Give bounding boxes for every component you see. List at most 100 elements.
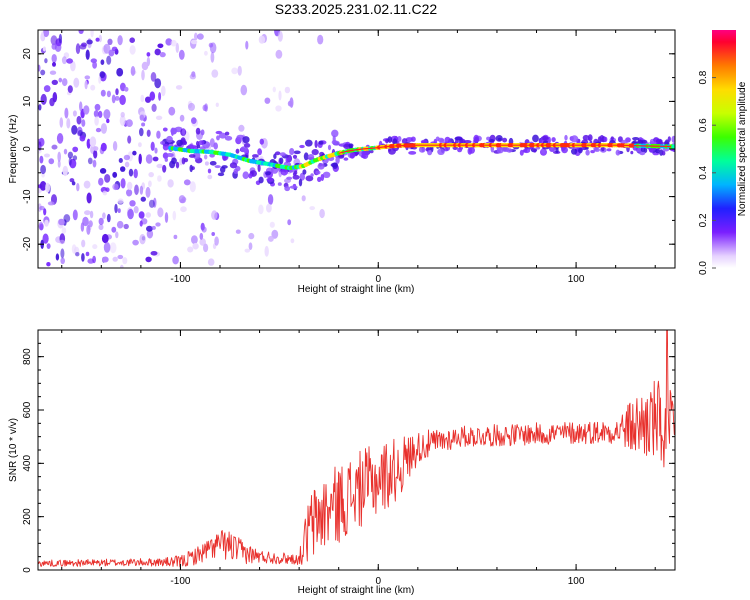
noise-blob [244,248,251,253]
noise-blob [126,189,133,197]
noise-blob [138,211,145,219]
ridge-halo-blob [420,139,428,144]
noise-blob [156,163,163,169]
noise-blob [103,109,111,120]
ridge-halo-blob [224,135,233,141]
noise-blob [48,158,55,165]
ridge-halo-blob [188,154,196,158]
noise-blob [61,227,67,234]
y-tick-label: 800 [22,348,33,365]
ridge-halo-blob [540,136,549,141]
noise-blob [109,242,117,254]
ridge-halo-blob [305,175,314,182]
noise-blob [258,204,264,215]
ridge-halo-blob [229,162,238,169]
noise-blob [191,71,196,78]
ridge-halo-blob [639,151,646,156]
noise-blob [98,76,102,84]
noise-blob [58,77,63,83]
noise-blob [66,118,71,129]
noise-blob [84,75,91,80]
noise-blob [204,103,209,112]
noise-blob [145,154,153,164]
ridge-halo-blob [315,170,321,175]
noise-blob [120,111,125,118]
ridge-halo-blob [533,149,537,153]
noise-blob [72,110,77,117]
ridge-halo-blob [235,148,240,154]
ridge-halo-blob [252,154,259,158]
noise-blob [237,65,242,76]
ridge-halo-blob [555,147,559,154]
noise-blob [98,224,104,231]
ridge-halo-blob [242,171,249,179]
noise-blob [271,229,279,239]
noise-blob [44,153,50,158]
ridge-halo-blob [214,165,221,169]
noise-blob [190,39,198,45]
ridge-halo-blob [606,148,612,152]
ridge-halo-blob [314,140,318,148]
noise-blob [99,71,106,79]
noise-blob [133,168,138,179]
noise-blob [146,52,151,57]
noise-blob [187,246,194,253]
ridge-halo-blob [299,172,305,181]
noise-blob [119,115,126,126]
ridge-halo-blob [435,136,440,142]
ridge-halo-blob [601,146,605,152]
ridge-halo-blob [164,157,168,162]
noise-blob [124,161,130,168]
noise-blob [165,38,173,46]
noise-blob [317,34,324,45]
noise-blob [84,80,88,90]
noise-blob [179,114,185,122]
noise-blob [102,256,109,263]
noise-blob [76,115,82,125]
noise-blob [56,133,64,144]
noise-blob [235,229,241,234]
ridge-halo-blob [587,134,593,142]
noise-blob [194,32,198,41]
noise-blob [192,242,199,250]
noise-blob [51,54,57,63]
ridge-halo-blob [162,164,167,173]
noise-blob [114,95,120,101]
ridge-halo-blob [418,146,426,153]
snr-xlabel: Height of straight line (km) [298,585,415,596]
y-tick-label: 10 [22,95,33,107]
ridge-halo-blob [240,146,247,153]
ridge-line [338,144,672,154]
noise-blob [39,181,47,191]
noise-blob [83,105,90,115]
noise-blob [49,70,57,75]
ridge-halo-blob [348,143,354,148]
noise-blob [70,60,76,72]
noise-blob [231,67,238,75]
x-tick-label: 100 [568,576,585,587]
ridge-halo-blob [307,154,315,160]
noise-blob [51,144,58,150]
noise-blob [39,155,44,164]
noise-blob [92,159,97,168]
noise-blob [66,58,73,64]
noise-blob [132,150,137,156]
ridge-halo-blob [162,127,168,132]
noise-blob [106,55,112,65]
ridge-halo-blob [294,170,298,175]
y-tick-label: -10 [22,189,33,204]
noise-blob [129,37,135,43]
ridge-halo-blob [277,182,282,186]
noise-blob [62,165,68,177]
noise-blob [158,92,162,101]
noise-blob [106,90,111,98]
ridge-halo-blob [213,142,218,150]
ridge-halo-blob [408,151,417,155]
noise-blob [112,171,118,178]
noise-blob [50,35,58,46]
ridge-halo-blob [437,148,445,155]
noise-blob [114,203,118,214]
noise-blob [39,223,44,231]
ridge-halo-blob [655,149,660,154]
